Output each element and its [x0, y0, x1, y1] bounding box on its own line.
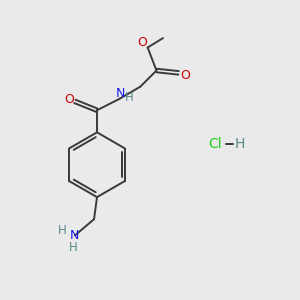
Text: O: O — [180, 69, 190, 82]
Text: N: N — [116, 87, 125, 100]
Text: O: O — [65, 93, 75, 106]
Text: N: N — [70, 230, 79, 242]
Text: O: O — [137, 36, 147, 49]
Text: H: H — [235, 137, 245, 151]
Text: H: H — [58, 224, 67, 237]
Text: H: H — [125, 91, 134, 104]
Text: H: H — [69, 241, 78, 254]
Text: Cl: Cl — [208, 137, 222, 151]
